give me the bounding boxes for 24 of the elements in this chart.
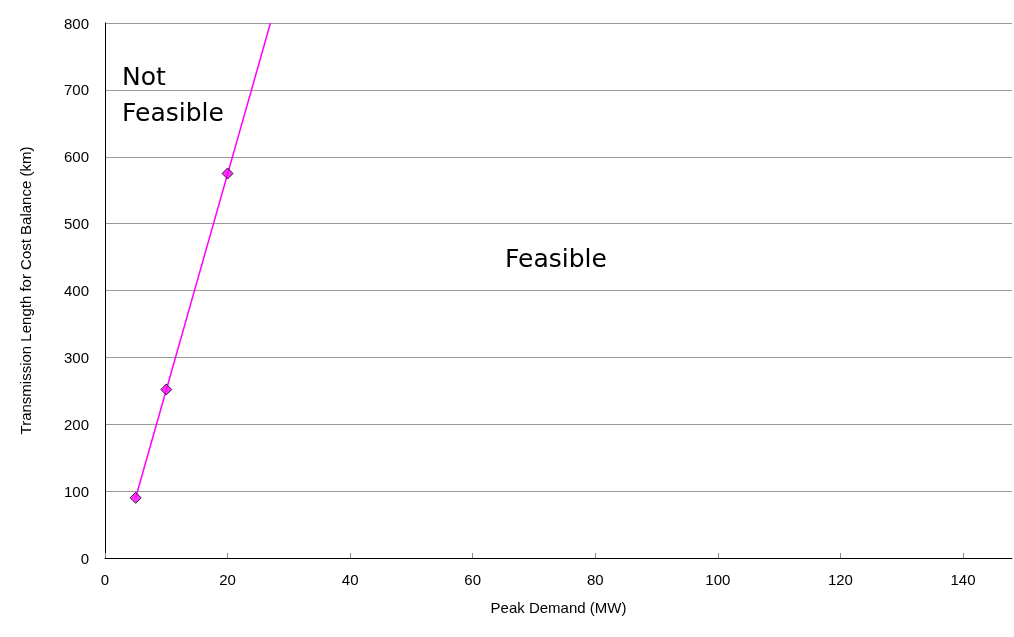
y-tick-label: 200 bbox=[63, 415, 89, 433]
x-tick-label: 20 bbox=[219, 571, 236, 588]
y-tick-label: 800 bbox=[63, 14, 89, 32]
y-tick-label: 400 bbox=[63, 282, 89, 299]
x-tick-label: 140 bbox=[950, 571, 976, 588]
y-tick-label: 0 bbox=[80, 549, 89, 567]
y-tick-label: 600 bbox=[63, 148, 89, 166]
annotation: Feasible bbox=[505, 243, 607, 273]
x-tick-label: 0 bbox=[100, 571, 110, 588]
y-tick-label: 300 bbox=[63, 348, 89, 366]
point bbox=[129, 491, 142, 504]
x-axis-title: Peak Demand (MW) bbox=[490, 599, 627, 616]
x-tick-label: 120 bbox=[827, 571, 853, 588]
y-tick-label: 700 bbox=[63, 81, 89, 99]
y-tick-label: 500 bbox=[63, 215, 89, 233]
x-tick-label: 100 bbox=[705, 571, 731, 588]
y-tick-label: 100 bbox=[63, 482, 89, 500]
y-axis-title: Transmission Length for Cost Balance (km) bbox=[17, 146, 34, 435]
x-tick-label: 60 bbox=[464, 571, 482, 588]
annotation: Not Feasible bbox=[122, 61, 224, 127]
point bbox=[160, 383, 173, 396]
point bbox=[221, 167, 234, 180]
x-tick-label: 80 bbox=[586, 571, 604, 588]
x-tick-label: 40 bbox=[341, 571, 359, 588]
